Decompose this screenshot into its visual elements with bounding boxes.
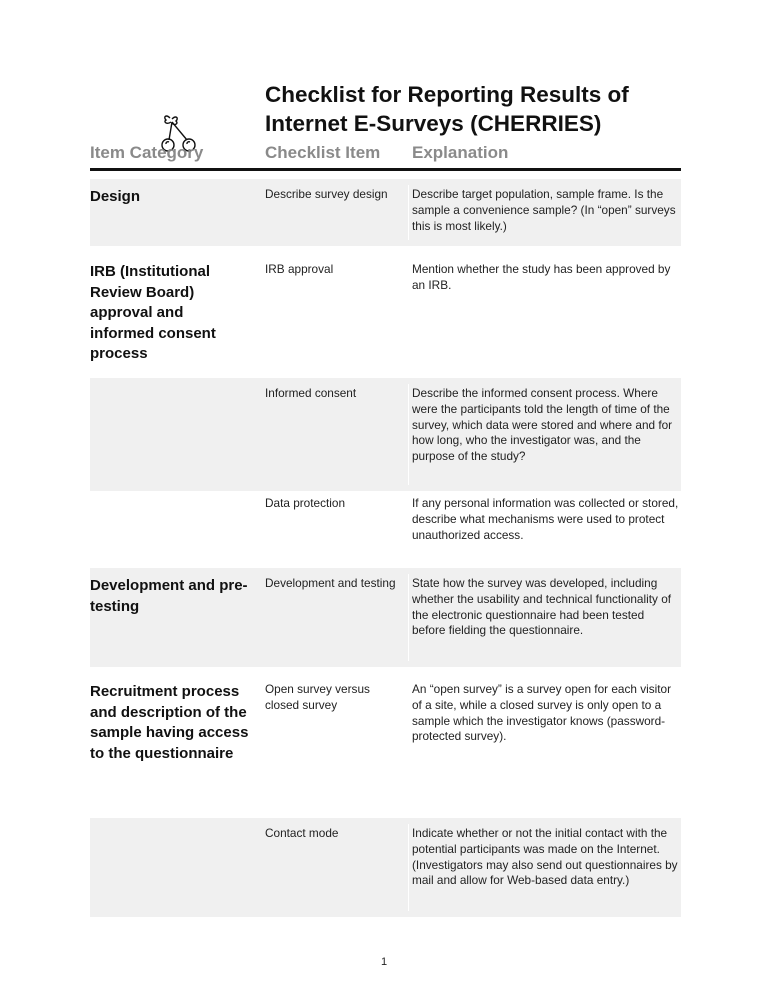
column-divider [408, 574, 409, 661]
item-category: Development and pre-testing [90, 577, 248, 615]
table-row: Data protection If any personal informat… [90, 488, 681, 560]
column-header-item-category: Item Category [90, 143, 204, 162]
explanation: State how the survey was developed, incl… [412, 576, 672, 638]
checklist-item: Contact mode [265, 826, 339, 840]
explanation: An “open survey” is a survey open for ea… [412, 682, 671, 744]
checklist-item: Open survey versus closed survey [265, 682, 370, 712]
item-category: Recruitment process and description of t… [90, 683, 249, 762]
page-number: 1 [380, 956, 388, 968]
checklist-item: IRB approval [265, 262, 334, 276]
column-divider [408, 824, 409, 911]
explanation: If any personal information was collecte… [412, 496, 679, 542]
title-line-2: Internet E-Surveys (CHERRIES) [265, 111, 602, 136]
document-title: Checklist for Reporting Results of Inter… [265, 80, 629, 138]
table-row: Design Describe survey design Describe t… [90, 179, 681, 246]
column-divider [408, 185, 409, 240]
explanation: Describe the informed consent process. W… [412, 386, 673, 464]
item-category: Design [90, 188, 141, 205]
cherries-icon [161, 115, 196, 152]
table-row: Development and pre-testing Development … [90, 568, 681, 667]
explanation: Indicate whether or not the initial cont… [412, 826, 678, 888]
table-row: Recruitment process and description of t… [90, 674, 681, 802]
column-divider [408, 384, 409, 485]
title-line-1: Checklist for Reporting Results of [265, 82, 629, 107]
item-category: IRB (Institutional Review Board) approva… [90, 263, 216, 362]
column-header-explanation: Explanation [412, 143, 509, 162]
explanation: Mention whether the study has been appro… [412, 262, 671, 292]
column-header-checklist-item: Checklist Item [265, 143, 381, 162]
header-rule [90, 168, 681, 171]
checklist-item: Describe survey design [265, 187, 388, 201]
table-row: Contact mode Indicate whether or not the… [90, 818, 681, 917]
checklist-item: Development and testing [265, 576, 396, 590]
explanation: Describe target population, sample frame… [412, 187, 676, 233]
table-row: IRB (Institutional Review Board) approva… [90, 254, 681, 372]
table-row: Informed consent Describe the informed c… [90, 378, 681, 491]
checklist-item: Data protection [265, 496, 346, 510]
checklist-item: Informed consent [265, 386, 357, 400]
